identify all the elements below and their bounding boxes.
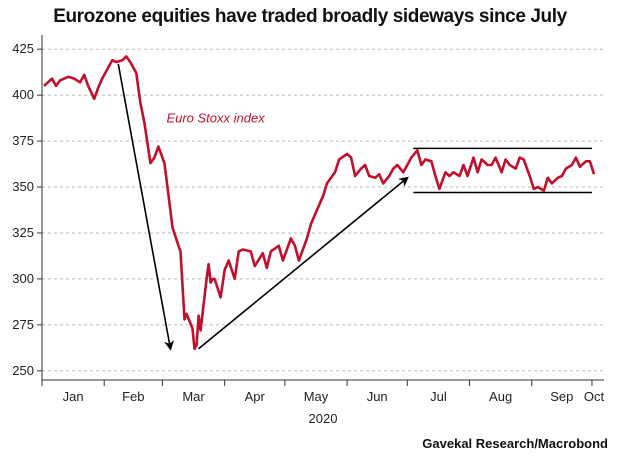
y-tick-label: 300 xyxy=(12,271,34,286)
axes xyxy=(37,35,604,386)
y-tick-label: 350 xyxy=(12,179,34,194)
y-tick-label: 275 xyxy=(12,317,34,332)
axis-labels: 250 275 300 325 350 375 400 425 Jan Feb Mar Apr May J… xyxy=(12,41,604,426)
trend-arrows xyxy=(117,63,409,351)
x-tick-label: Apr xyxy=(245,389,266,404)
x-tick-label: Sep xyxy=(550,389,573,404)
year-label: 2020 xyxy=(309,411,338,426)
chart-title: Eurozone equities have traded broadly si… xyxy=(53,6,567,27)
trend-arrow xyxy=(198,176,409,350)
y-tick-label: 325 xyxy=(12,225,34,240)
y-tick-label: 375 xyxy=(12,133,34,148)
x-tick-label: Mar xyxy=(182,389,205,404)
x-tick-label: Oct xyxy=(584,389,605,404)
series-line-euro-stoxx xyxy=(43,55,596,351)
x-tick-label: May xyxy=(304,389,329,404)
trend-arrow xyxy=(117,63,174,351)
x-tick-label: Jul xyxy=(430,389,447,404)
series-annotation: Euro Stoxx index xyxy=(166,111,265,126)
x-tick-label: Feb xyxy=(122,389,144,404)
series-layer xyxy=(43,55,596,351)
x-tick-label: Jun xyxy=(367,389,388,404)
y-tick-label: 400 xyxy=(12,87,34,102)
y-tick-label: 250 xyxy=(12,363,34,378)
grid-lines xyxy=(42,48,604,372)
y-tick-label: 425 xyxy=(12,41,34,56)
range-lines xyxy=(413,147,592,194)
source-note: Gavekal Research/Macrobond xyxy=(422,436,608,451)
x-tick-label: Aug xyxy=(489,389,512,404)
x-tick-label: Jan xyxy=(63,389,84,404)
